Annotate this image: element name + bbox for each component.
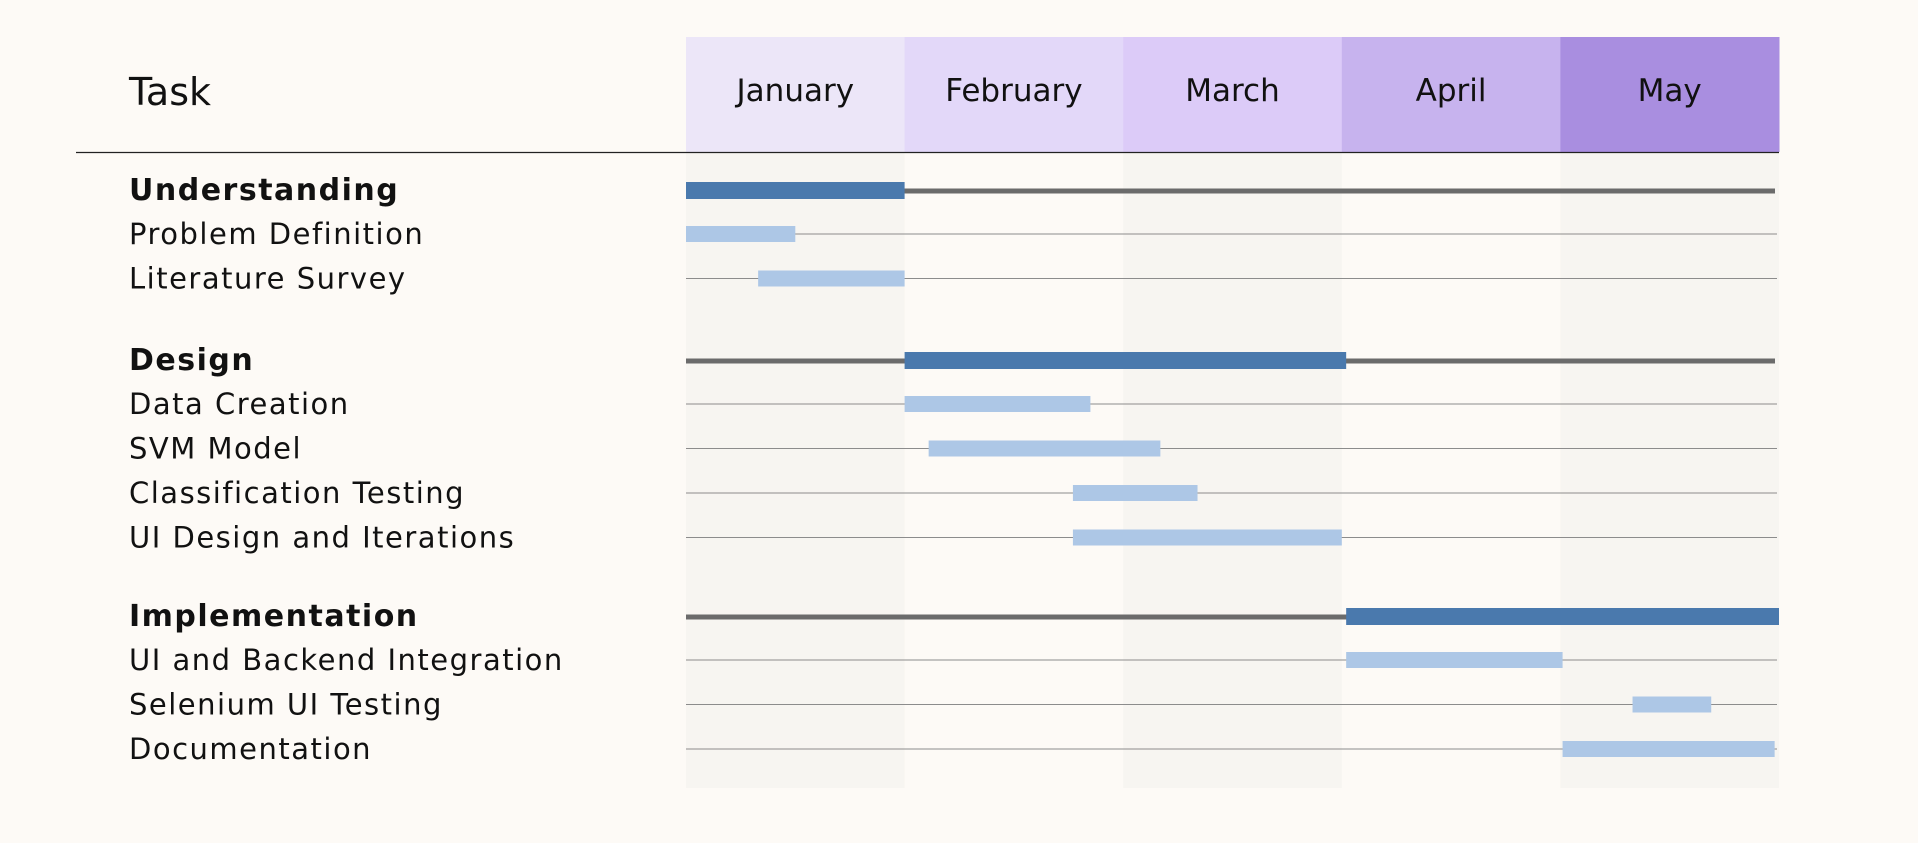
month-header-cell — [686, 37, 906, 152]
month-stripe — [1560, 152, 1779, 788]
task-label: Data Creation — [129, 387, 350, 421]
task-bar — [1346, 652, 1563, 668]
month-label: May — [1638, 73, 1702, 109]
month-label: April — [1416, 73, 1487, 109]
month-header-cell — [1341, 37, 1561, 152]
phase-label: Implementation — [129, 599, 419, 634]
task-label: Classification Testing — [129, 476, 465, 510]
task-label: Documentation — [129, 732, 372, 766]
task-bar — [1632, 696, 1712, 713]
task-bar — [1562, 741, 1775, 757]
task-label: Selenium UI Testing — [129, 688, 443, 722]
task-bar — [1072, 485, 1198, 501]
month-header-cell — [1560, 37, 1780, 152]
task-bar — [928, 440, 1161, 457]
task-bar — [686, 226, 796, 242]
month-stripe — [1123, 152, 1342, 788]
month-label: February — [945, 73, 1082, 109]
task-bar — [1072, 529, 1342, 546]
month-stripe — [686, 152, 905, 788]
task-bar — [904, 396, 1091, 412]
task-label: UI Design and Iterations — [129, 521, 515, 555]
phase-bar — [1346, 608, 1779, 625]
month-header-cell — [1123, 37, 1343, 152]
phase-bar — [686, 182, 905, 199]
month-stripes — [686, 152, 1779, 788]
task-column-header: Task — [128, 70, 211, 114]
task-rows: Understanding Problem Definition Literatur… — [129, 173, 1779, 766]
task-label: Literature Survey — [129, 262, 407, 296]
task-label: SVM Model — [129, 432, 302, 466]
month-headers: January February March April May — [686, 37, 1780, 152]
task-bar — [758, 270, 905, 287]
task-label: Problem Definition — [129, 217, 424, 251]
phase-bar — [904, 352, 1347, 369]
month-header-cell — [904, 37, 1124, 152]
phase-label: Design — [129, 343, 254, 378]
month-label: January — [735, 73, 855, 109]
phase-label: Understanding — [129, 173, 399, 208]
task-label: UI and Backend Integration — [129, 643, 564, 677]
month-label: March — [1185, 73, 1280, 109]
